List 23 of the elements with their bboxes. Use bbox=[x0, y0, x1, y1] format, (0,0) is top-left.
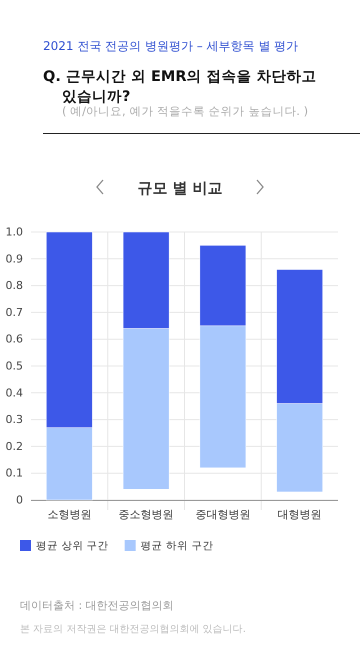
y-tick-label: 0.9 bbox=[6, 252, 23, 266]
y-tick-label: 0.4 bbox=[6, 386, 23, 400]
text: 본 자료의 저작권은 대한전공의협의회에 있습니다. bbox=[20, 624, 246, 635]
y-tick-label: 1.0 bbox=[6, 226, 23, 239]
x-tick-label: 소형병원 bbox=[47, 508, 92, 521]
legend-label: 평균 하위 구간 bbox=[140, 540, 214, 552]
y-tick-label: 0.8 bbox=[6, 279, 23, 292]
y-tick-label: 0.1 bbox=[6, 466, 23, 480]
legend-label: 평균 상위 구간 bbox=[36, 540, 109, 552]
chart-title: Q. 근무시간 외 EMR의 접속을 차단하고 있습니까? bbox=[43, 69, 317, 105]
text: 2021 전국 전공의 병원평가 – 세부항목 별 평가 bbox=[43, 39, 298, 53]
text: 데이터출처 : 대한전공의협의회 bbox=[20, 599, 174, 612]
x-tick-label: 중소형병원 bbox=[118, 508, 174, 521]
y-tick-label: 0.5 bbox=[6, 360, 23, 373]
x-tick-label: 중대형병원 bbox=[195, 508, 250, 521]
x-tick-label: 대형병원 bbox=[278, 508, 322, 521]
chart-subtitle: ( 예/아니요, 예가 적을수록 순위가 높습니다. ) bbox=[62, 104, 308, 118]
text: 규모 별 비교 bbox=[137, 179, 223, 197]
y-tick-label: 0.7 bbox=[6, 306, 23, 319]
y-tick-label: 0.2 bbox=[6, 440, 23, 453]
y-tick-label: 0.3 bbox=[6, 413, 23, 426]
y-tick-label: 0.6 bbox=[6, 332, 23, 346]
y-tick-label: 0 bbox=[16, 494, 23, 507]
